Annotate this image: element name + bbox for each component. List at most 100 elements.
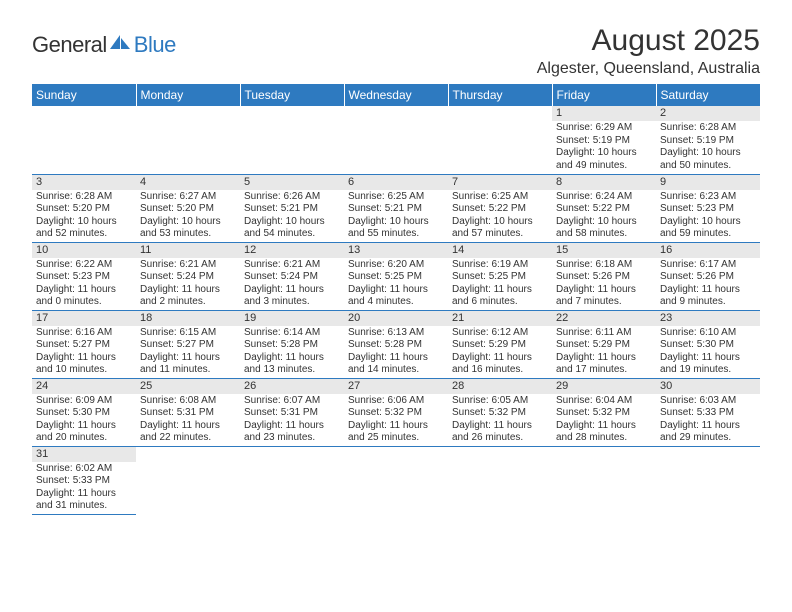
calendar-cell: 21Sunrise: 6:12 AMSunset: 5:29 PMDayligh… bbox=[448, 310, 552, 378]
day-number: 15 bbox=[552, 243, 656, 258]
calendar-cell: 18Sunrise: 6:15 AMSunset: 5:27 PMDayligh… bbox=[136, 310, 240, 378]
calendar-cell: 16Sunrise: 6:17 AMSunset: 5:26 PMDayligh… bbox=[656, 242, 760, 310]
day-info: Sunrise: 6:29 AMSunset: 5:19 PMDaylight:… bbox=[552, 121, 656, 172]
calendar-cell bbox=[32, 106, 136, 174]
day-info: Sunrise: 6:15 AMSunset: 5:27 PMDaylight:… bbox=[136, 326, 240, 377]
day-info: Sunrise: 6:06 AMSunset: 5:32 PMDaylight:… bbox=[344, 394, 448, 445]
dow-wednesday: Wednesday bbox=[344, 84, 448, 106]
day-number: 13 bbox=[344, 243, 448, 258]
day-number: 19 bbox=[240, 311, 344, 326]
day-info: Sunrise: 6:25 AMSunset: 5:22 PMDaylight:… bbox=[448, 190, 552, 241]
calendar-cell: 14Sunrise: 6:19 AMSunset: 5:25 PMDayligh… bbox=[448, 242, 552, 310]
day-number: 28 bbox=[448, 379, 552, 394]
day-info: Sunrise: 6:02 AMSunset: 5:33 PMDaylight:… bbox=[32, 462, 136, 513]
day-number: 29 bbox=[552, 379, 656, 394]
calendar-cell: 23Sunrise: 6:10 AMSunset: 5:30 PMDayligh… bbox=[656, 310, 760, 378]
day-number: 25 bbox=[136, 379, 240, 394]
day-number: 2 bbox=[656, 106, 760, 121]
month-title: August 2025 bbox=[537, 24, 760, 58]
day-info: Sunrise: 6:28 AMSunset: 5:20 PMDaylight:… bbox=[32, 190, 136, 241]
calendar-cell bbox=[240, 106, 344, 174]
calendar-header-row: Sunday Monday Tuesday Wednesday Thursday… bbox=[32, 84, 760, 106]
calendar-cell: 8Sunrise: 6:24 AMSunset: 5:22 PMDaylight… bbox=[552, 174, 656, 242]
dow-saturday: Saturday bbox=[656, 84, 760, 106]
day-number: 9 bbox=[656, 175, 760, 190]
dow-sunday: Sunday bbox=[32, 84, 136, 106]
calendar-cell bbox=[240, 446, 344, 514]
calendar-cell: 4Sunrise: 6:27 AMSunset: 5:20 PMDaylight… bbox=[136, 174, 240, 242]
day-number: 22 bbox=[552, 311, 656, 326]
calendar-cell: 24Sunrise: 6:09 AMSunset: 5:30 PMDayligh… bbox=[32, 378, 136, 446]
logo-text-blue: Blue bbox=[134, 32, 176, 58]
day-info: Sunrise: 6:12 AMSunset: 5:29 PMDaylight:… bbox=[448, 326, 552, 377]
calendar-cell: 12Sunrise: 6:21 AMSunset: 5:24 PMDayligh… bbox=[240, 242, 344, 310]
calendar-cell bbox=[448, 446, 552, 514]
day-info: Sunrise: 6:19 AMSunset: 5:25 PMDaylight:… bbox=[448, 258, 552, 309]
calendar-body: 1Sunrise: 6:29 AMSunset: 5:19 PMDaylight… bbox=[32, 106, 760, 514]
day-info: Sunrise: 6:22 AMSunset: 5:23 PMDaylight:… bbox=[32, 258, 136, 309]
calendar-row: 3Sunrise: 6:28 AMSunset: 5:20 PMDaylight… bbox=[32, 174, 760, 242]
day-info: Sunrise: 6:07 AMSunset: 5:31 PMDaylight:… bbox=[240, 394, 344, 445]
calendar-cell: 20Sunrise: 6:13 AMSunset: 5:28 PMDayligh… bbox=[344, 310, 448, 378]
calendar-cell bbox=[136, 106, 240, 174]
day-number: 4 bbox=[136, 175, 240, 190]
day-number: 10 bbox=[32, 243, 136, 258]
day-number: 3 bbox=[32, 175, 136, 190]
dow-tuesday: Tuesday bbox=[240, 84, 344, 106]
day-info: Sunrise: 6:11 AMSunset: 5:29 PMDaylight:… bbox=[552, 326, 656, 377]
calendar-cell: 28Sunrise: 6:05 AMSunset: 5:32 PMDayligh… bbox=[448, 378, 552, 446]
calendar-cell: 15Sunrise: 6:18 AMSunset: 5:26 PMDayligh… bbox=[552, 242, 656, 310]
day-number: 17 bbox=[32, 311, 136, 326]
calendar-cell: 30Sunrise: 6:03 AMSunset: 5:33 PMDayligh… bbox=[656, 378, 760, 446]
dow-thursday: Thursday bbox=[448, 84, 552, 106]
calendar-cell: 22Sunrise: 6:11 AMSunset: 5:29 PMDayligh… bbox=[552, 310, 656, 378]
day-number: 21 bbox=[448, 311, 552, 326]
calendar-cell: 1Sunrise: 6:29 AMSunset: 5:19 PMDaylight… bbox=[552, 106, 656, 174]
calendar-cell: 25Sunrise: 6:08 AMSunset: 5:31 PMDayligh… bbox=[136, 378, 240, 446]
calendar-row: 24Sunrise: 6:09 AMSunset: 5:30 PMDayligh… bbox=[32, 378, 760, 446]
dow-monday: Monday bbox=[136, 84, 240, 106]
day-info: Sunrise: 6:27 AMSunset: 5:20 PMDaylight:… bbox=[136, 190, 240, 241]
day-info: Sunrise: 6:23 AMSunset: 5:23 PMDaylight:… bbox=[656, 190, 760, 241]
logo-sail-icon bbox=[110, 35, 132, 49]
day-info: Sunrise: 6:28 AMSunset: 5:19 PMDaylight:… bbox=[656, 121, 760, 172]
day-info: Sunrise: 6:20 AMSunset: 5:25 PMDaylight:… bbox=[344, 258, 448, 309]
calendar-cell: 26Sunrise: 6:07 AMSunset: 5:31 PMDayligh… bbox=[240, 378, 344, 446]
calendar-cell: 27Sunrise: 6:06 AMSunset: 5:32 PMDayligh… bbox=[344, 378, 448, 446]
day-number: 27 bbox=[344, 379, 448, 394]
logo-text-general: General bbox=[32, 32, 107, 58]
calendar-cell: 10Sunrise: 6:22 AMSunset: 5:23 PMDayligh… bbox=[32, 242, 136, 310]
day-info: Sunrise: 6:26 AMSunset: 5:21 PMDaylight:… bbox=[240, 190, 344, 241]
day-number: 1 bbox=[552, 106, 656, 121]
day-number: 20 bbox=[344, 311, 448, 326]
day-number: 5 bbox=[240, 175, 344, 190]
calendar-cell: 17Sunrise: 6:16 AMSunset: 5:27 PMDayligh… bbox=[32, 310, 136, 378]
calendar-cell: 3Sunrise: 6:28 AMSunset: 5:20 PMDaylight… bbox=[32, 174, 136, 242]
calendar-cell bbox=[344, 446, 448, 514]
day-info: Sunrise: 6:05 AMSunset: 5:32 PMDaylight:… bbox=[448, 394, 552, 445]
calendar-cell: 29Sunrise: 6:04 AMSunset: 5:32 PMDayligh… bbox=[552, 378, 656, 446]
calendar-cell: 6Sunrise: 6:25 AMSunset: 5:21 PMDaylight… bbox=[344, 174, 448, 242]
day-info: Sunrise: 6:17 AMSunset: 5:26 PMDaylight:… bbox=[656, 258, 760, 309]
calendar-cell bbox=[344, 106, 448, 174]
calendar-cell bbox=[136, 446, 240, 514]
day-info: Sunrise: 6:09 AMSunset: 5:30 PMDaylight:… bbox=[32, 394, 136, 445]
day-info: Sunrise: 6:03 AMSunset: 5:33 PMDaylight:… bbox=[656, 394, 760, 445]
day-number: 18 bbox=[136, 311, 240, 326]
calendar-cell: 13Sunrise: 6:20 AMSunset: 5:25 PMDayligh… bbox=[344, 242, 448, 310]
day-number: 14 bbox=[448, 243, 552, 258]
day-number: 8 bbox=[552, 175, 656, 190]
day-info: Sunrise: 6:21 AMSunset: 5:24 PMDaylight:… bbox=[240, 258, 344, 309]
logo: General Blue bbox=[32, 32, 176, 58]
day-info: Sunrise: 6:24 AMSunset: 5:22 PMDaylight:… bbox=[552, 190, 656, 241]
calendar-cell: 7Sunrise: 6:25 AMSunset: 5:22 PMDaylight… bbox=[448, 174, 552, 242]
title-block: August 2025 Algester, Queensland, Austra… bbox=[537, 24, 760, 78]
day-number: 12 bbox=[240, 243, 344, 258]
day-info: Sunrise: 6:21 AMSunset: 5:24 PMDaylight:… bbox=[136, 258, 240, 309]
calendar-table: Sunday Monday Tuesday Wednesday Thursday… bbox=[32, 84, 760, 515]
location: Algester, Queensland, Australia bbox=[537, 60, 760, 78]
day-info: Sunrise: 6:25 AMSunset: 5:21 PMDaylight:… bbox=[344, 190, 448, 241]
calendar-row: 31Sunrise: 6:02 AMSunset: 5:33 PMDayligh… bbox=[32, 446, 760, 514]
calendar-cell bbox=[552, 446, 656, 514]
calendar-cell: 2Sunrise: 6:28 AMSunset: 5:19 PMDaylight… bbox=[656, 106, 760, 174]
